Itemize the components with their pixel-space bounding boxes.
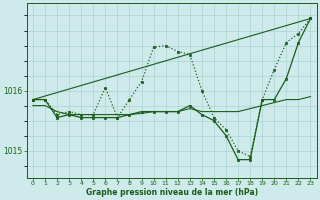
X-axis label: Graphe pression niveau de la mer (hPa): Graphe pression niveau de la mer (hPa) — [86, 188, 258, 197]
